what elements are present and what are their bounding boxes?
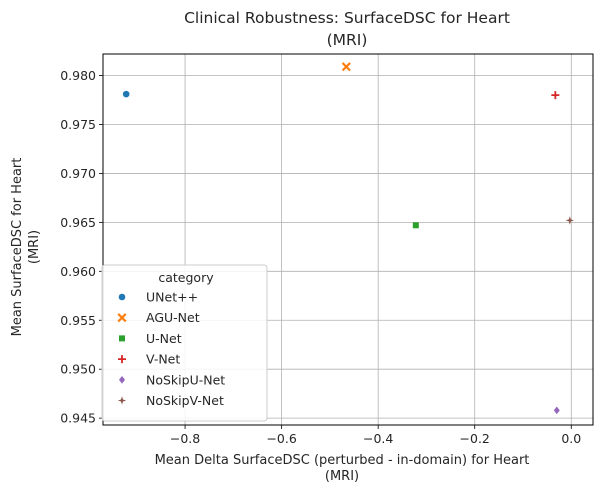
- y-tick-label: 0.965: [60, 215, 96, 230]
- x-axis-label-line2: (MRI): [325, 469, 359, 484]
- data-points: [122, 62, 575, 415]
- point-u-net: [412, 222, 419, 229]
- legend-marker-unet: [118, 293, 126, 301]
- x-tick-label: −0.6: [266, 431, 296, 446]
- x-axis-ticks: −0.8 −0.6 −0.4 −0.2 0.0: [170, 425, 581, 446]
- plot-frame: [102, 53, 594, 426]
- legend-item-noskipv-net: NoSkipV-Net: [117, 393, 224, 408]
- legend: category UNet++ AGU-Net U-Net V-Net NoSkipU-…: [101, 264, 268, 422]
- point-noskipv-net: [565, 216, 575, 225]
- legend-item-unet: UNet++: [118, 290, 198, 305]
- legend-marker-v-net: [118, 355, 126, 364]
- chart-title-line1: Clinical Robustness: SurfaceDSC for Hear…: [184, 9, 510, 27]
- y-tick-label: 0.980: [60, 68, 96, 83]
- point-agu-net: [341, 62, 351, 72]
- y-axis-label-line2: (MRI): [27, 230, 42, 264]
- legend-marker-u-net: [119, 335, 125, 342]
- legend-item-noskipu-net: NoSkipU-Net: [119, 372, 225, 387]
- y-tick-label: 0.960: [60, 264, 96, 279]
- legend-marker-agu-net: [117, 313, 127, 323]
- point-noskipu-net: [553, 406, 560, 415]
- x-tick-label: −0.4: [363, 431, 393, 446]
- y-axis-label-line1: Mean SurfaceDSC for Heart: [10, 158, 25, 337]
- x-tick-label: −0.2: [460, 431, 490, 446]
- legend-label: NoSkipV-Net: [146, 393, 224, 408]
- x-tick-label: 0.0: [561, 431, 581, 446]
- legend-item-u-net: U-Net: [119, 331, 182, 346]
- legend-label: AGU-Net: [146, 310, 200, 325]
- y-tick-label: 0.975: [60, 117, 96, 132]
- legend-label: U-Net: [146, 331, 182, 346]
- x-tick-label: −0.8: [170, 431, 200, 446]
- legend-box: [101, 264, 268, 422]
- legend-label: NoSkipU-Net: [146, 372, 225, 387]
- legend-items: UNet++ AGU-Net U-Net V-Net NoSkipU-Net NoSkip…: [117, 290, 225, 408]
- legend-item-agu-net: AGU-Net: [117, 310, 200, 325]
- legend-label: UNet++: [146, 290, 198, 305]
- legend-title: category: [158, 270, 214, 285]
- legend-marker-noskipv-net: [117, 396, 127, 405]
- y-tick-label: 0.945: [60, 411, 96, 426]
- y-tick-label: 0.970: [60, 166, 96, 181]
- y-axis-label: Mean SurfaceDSC for Heart (MRI): [10, 158, 42, 337]
- legend-item-v-net: V-Net: [118, 352, 180, 367]
- legend-marker-noskipu-net: [119, 376, 125, 384]
- y-axis-ticks: 0.945 0.950 0.955 0.960 0.965 0.970 0.975 0.980: [60, 68, 103, 426]
- chart-title-line2: (MRI): [327, 31, 368, 49]
- x-axis-label-line1: Mean Delta SurfaceDSC (perturbed - in-do…: [155, 453, 530, 468]
- point-v-net: [551, 91, 560, 100]
- y-tick-label: 0.950: [60, 362, 96, 377]
- y-tick-label: 0.955: [60, 313, 96, 328]
- legend-label: V-Net: [146, 352, 180, 367]
- point-unet: [122, 90, 131, 99]
